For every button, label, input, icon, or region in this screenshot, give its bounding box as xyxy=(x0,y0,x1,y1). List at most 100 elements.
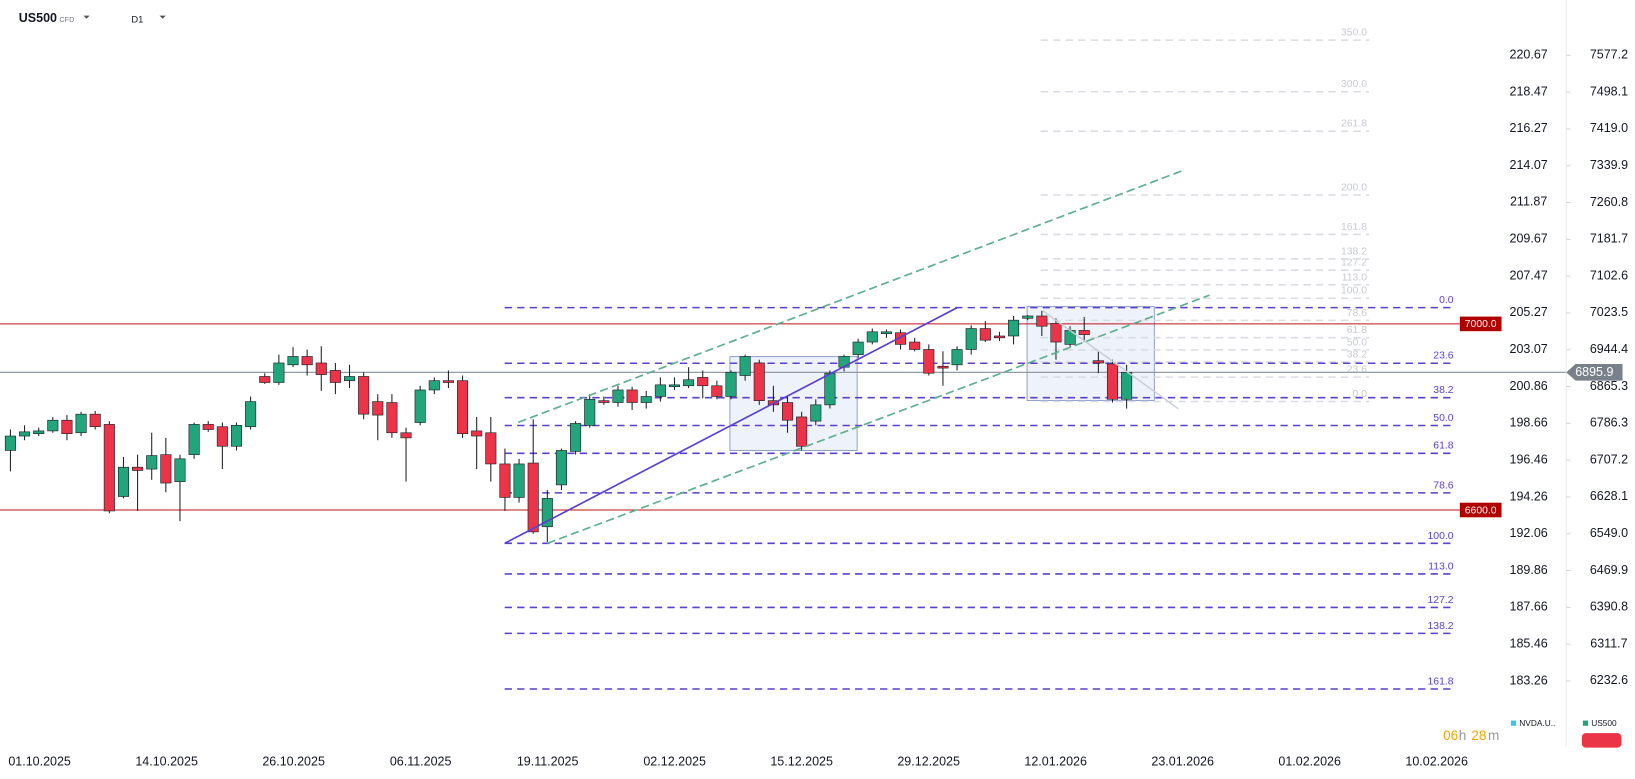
candle-body xyxy=(979,328,991,341)
candle-body xyxy=(428,380,440,391)
candle-body xyxy=(146,455,158,470)
candle-body xyxy=(117,466,129,497)
candle-body xyxy=(4,435,16,451)
candles-layer xyxy=(4,310,1133,543)
legend-item: NVDA.U.. xyxy=(1519,718,1555,728)
candle-body xyxy=(47,419,59,432)
fib-label: 200.0 xyxy=(1341,182,1367,193)
y2-tick-label: 205.27 xyxy=(1510,305,1548,319)
candle-body xyxy=(414,389,426,423)
y2-tick-label: 200.86 xyxy=(1510,379,1548,393)
x-tick-label: 01.10.2025 xyxy=(8,755,71,769)
y-tick-label: 6944.4 xyxy=(1590,342,1628,356)
candle-body xyxy=(259,376,271,383)
price-badge xyxy=(1581,733,1622,748)
candle-body xyxy=(668,384,681,388)
candle-body xyxy=(598,400,610,403)
caret[interactable] xyxy=(83,15,90,19)
y2-tick-label: 198.66 xyxy=(1510,416,1548,430)
candle-body xyxy=(866,331,878,343)
candle-body xyxy=(358,376,370,415)
candle-body xyxy=(909,341,921,350)
y2-tick-label: 209.67 xyxy=(1510,232,1548,246)
candle-body xyxy=(895,332,907,345)
symbol-kind: CFD xyxy=(59,15,74,24)
fib-label: 0.0 xyxy=(1353,389,1368,400)
candle-body xyxy=(315,362,327,375)
candle-body xyxy=(442,380,454,383)
candle-body xyxy=(329,370,341,383)
candle-body xyxy=(245,401,257,428)
legend: NVDA.U.. US500 06 h 28 m xyxy=(1443,718,1622,748)
fib-label: 113.0 xyxy=(1342,272,1367,283)
candle-body xyxy=(654,384,666,397)
candle-body xyxy=(499,463,511,498)
candle-body xyxy=(527,462,539,533)
y2-tick-label: 194.26 xyxy=(1510,489,1548,503)
countdown-hours: 06 xyxy=(1443,728,1458,743)
interval[interactable]: D1 xyxy=(131,14,143,24)
y-tick-label: 7023.5 xyxy=(1590,305,1628,319)
x-tick-label: 26.10.2025 xyxy=(262,755,325,769)
y2-tick-label: 207.47 xyxy=(1510,268,1548,282)
fib-label: 113.0 xyxy=(1428,561,1453,572)
candle-body xyxy=(103,424,115,512)
y-tick-label: 6865.3 xyxy=(1590,379,1628,393)
candle-body xyxy=(1121,372,1133,400)
candle-body xyxy=(202,424,214,430)
y-tick-label: 7181.7 xyxy=(1590,232,1628,246)
fib-label: 0.0 xyxy=(1439,295,1454,306)
candle-body xyxy=(61,419,73,435)
y-tick-label: 6390.8 xyxy=(1590,600,1628,614)
level-label: 6600.0 xyxy=(1465,505,1497,516)
candle-body xyxy=(965,328,977,350)
candle-body xyxy=(824,372,836,406)
candle-body xyxy=(725,371,737,397)
y-tick-label: 6311.7 xyxy=(1590,636,1627,650)
candle-body xyxy=(132,466,144,471)
level-label: 7000.0 xyxy=(1465,319,1497,330)
countdown-minutes: 28 xyxy=(1471,728,1486,743)
y2-tick-label: 196.46 xyxy=(1510,453,1548,467)
candle-body xyxy=(810,404,822,422)
candle-body xyxy=(216,426,228,447)
y-tick-label: 7577.2 xyxy=(1590,48,1628,62)
fib-label: 127.2 xyxy=(1341,258,1367,269)
candle-body xyxy=(89,413,101,428)
fib-label: 127.2 xyxy=(1428,595,1454,606)
y-tick-label: 7260.8 xyxy=(1590,195,1628,209)
y-tick-label: 7498.1 xyxy=(1590,84,1628,98)
y-tick-label: 6786.3 xyxy=(1590,416,1628,430)
candle-body xyxy=(1036,315,1048,327)
candle-body xyxy=(75,413,87,434)
y2-tick-label: 189.86 xyxy=(1510,563,1548,577)
candle-body xyxy=(174,458,186,482)
y-tick-label: 7102.6 xyxy=(1590,268,1628,282)
y2-tick-label: 220.67 xyxy=(1510,48,1548,62)
candle-body xyxy=(640,396,652,403)
symbol[interactable]: US500 xyxy=(19,11,57,25)
x-tick-label: 01.02.2026 xyxy=(1278,755,1341,769)
candle-body xyxy=(697,377,709,387)
x-tick-label: 06.11.2025 xyxy=(390,755,452,769)
channel-line xyxy=(517,170,1182,424)
fib-label: 138.2 xyxy=(1428,621,1454,632)
y-tick-label: 7419.0 xyxy=(1590,121,1628,135)
y2-tick-label: 192.06 xyxy=(1510,526,1548,540)
x-tick-label: 02.12.2025 xyxy=(643,755,706,769)
toolbar[interactable]: US500 CFD D1 xyxy=(19,11,166,25)
x-tick-label: 29.12.2025 xyxy=(897,755,960,769)
y2-tick-label: 187.66 xyxy=(1510,600,1548,614)
countdown-unit: h xyxy=(1459,728,1467,743)
fib-label: 161.8 xyxy=(1428,676,1454,687)
candle-body xyxy=(555,450,567,486)
fib-label: 300.0 xyxy=(1341,79,1367,90)
y2-tick-label: 216.27 xyxy=(1510,121,1548,135)
caret[interactable] xyxy=(159,15,166,19)
candle-body xyxy=(951,349,963,366)
candle-body xyxy=(287,356,299,366)
levels-layer: 7000.0 6600.0 xyxy=(0,316,1567,518)
candle-body xyxy=(923,349,935,374)
fib-label: 161.8 xyxy=(1341,222,1367,233)
candle-body xyxy=(880,331,892,334)
